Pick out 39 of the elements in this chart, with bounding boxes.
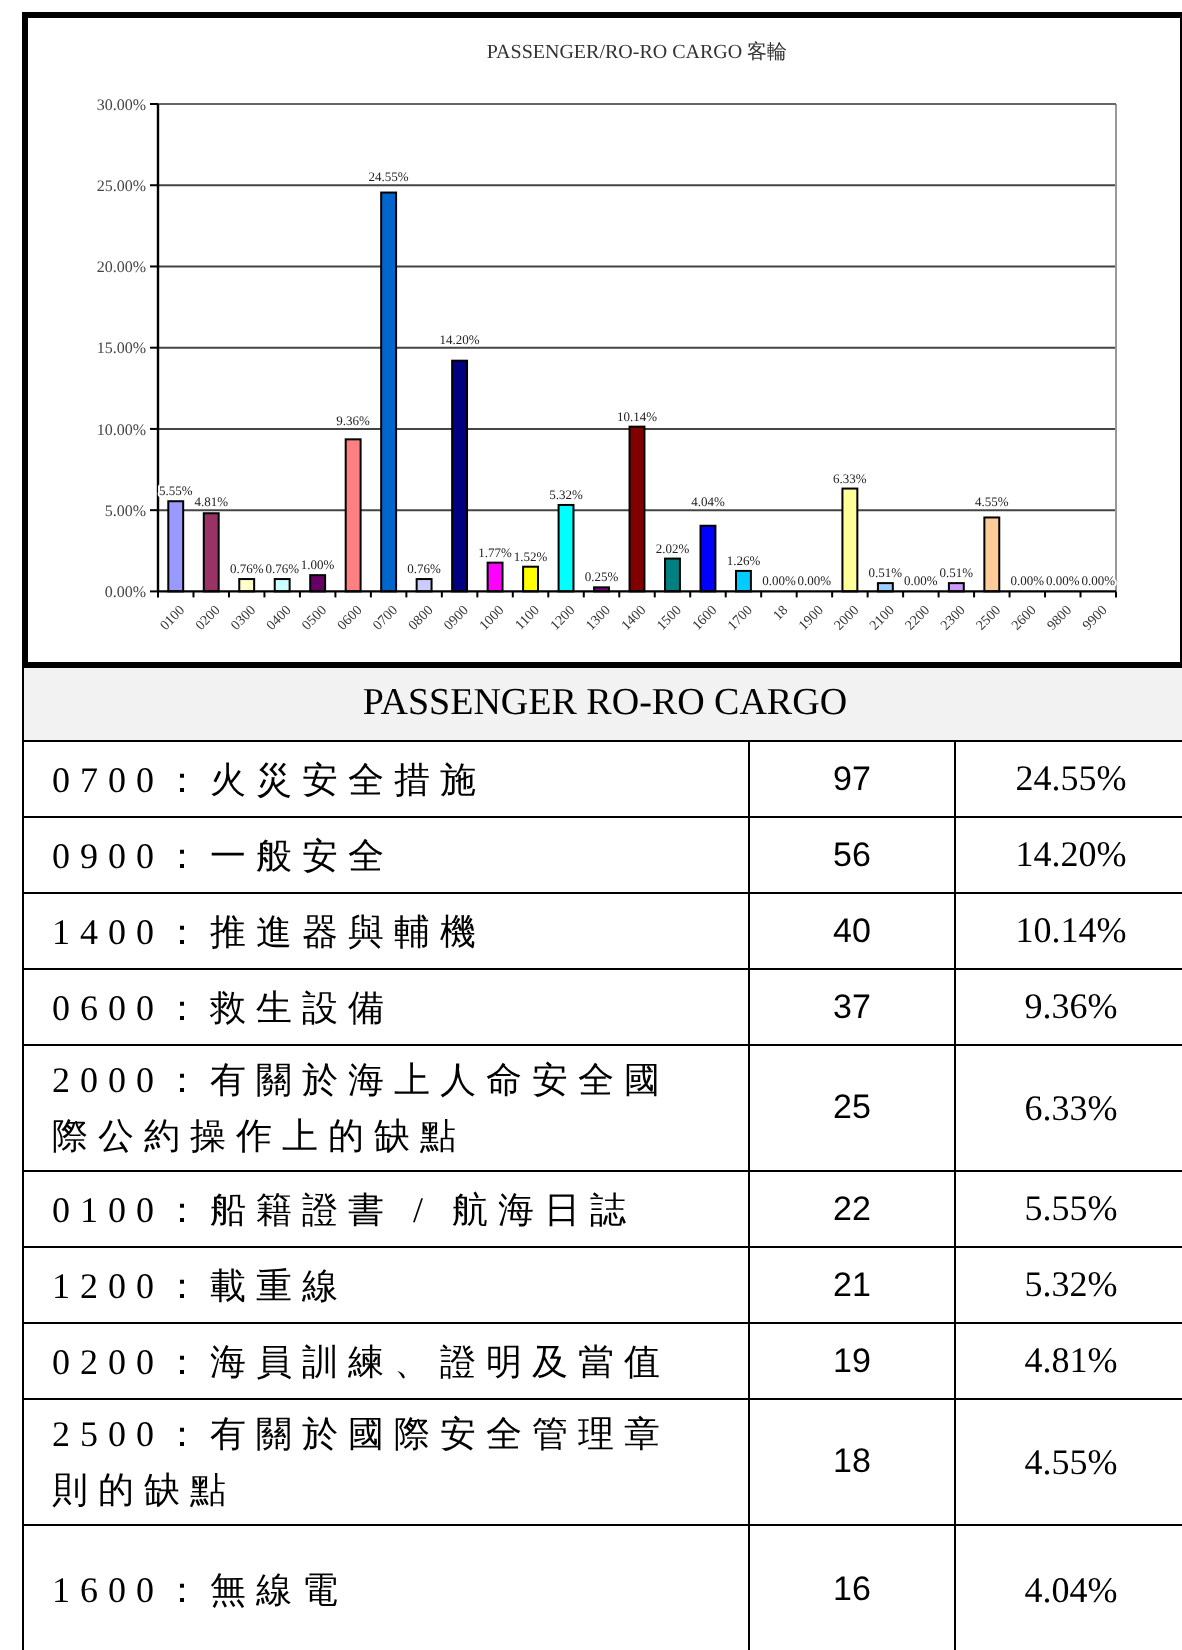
data-label: 16: [749, 1525, 955, 1650]
data-label: 56: [749, 817, 955, 893]
y-tick-label: 20.00%: [96, 258, 147, 277]
category-label: 2000：有關於海上人命安全國際公約操作上的缺點: [23, 1045, 749, 1171]
data-label: 18: [749, 1399, 955, 1525]
y-tick-label: 15.00%: [96, 339, 147, 358]
data-label: 22: [749, 1171, 955, 1247]
y-tick-label: 30.00%: [96, 95, 147, 114]
category-label: 0200：海員訓練、證明及當值: [23, 1323, 749, 1399]
chart-title: PASSENGER/RO-RO CARGO 客輪: [486, 40, 788, 64]
y-tick-label: 5.00%: [104, 501, 147, 520]
data-label: 37: [749, 969, 955, 1045]
text: 9.36%: [955, 969, 1182, 1045]
text: 4.81%: [955, 1323, 1182, 1399]
text: 4.55%: [955, 1399, 1182, 1525]
text: 24.55%: [955, 741, 1182, 817]
data-label: 19: [749, 1323, 955, 1399]
text: 14.20%: [955, 817, 1182, 893]
text: 5.55%: [955, 1171, 1182, 1247]
category-label: 0600：救生設備: [23, 969, 749, 1045]
category-label: 0900：一般安全: [23, 817, 749, 893]
y-tick-label: 0.00%: [104, 583, 147, 601]
text: 10.14%: [955, 893, 1182, 969]
category-label: 2500：有關於國際安全管理章則的缺點: [23, 1399, 749, 1525]
category-label: 1200：載重線: [23, 1247, 749, 1323]
text: 4.04%: [955, 1525, 1182, 1650]
text: 6.33%: [955, 1045, 1182, 1171]
data-label: 40: [749, 893, 955, 969]
data-label: 25: [749, 1045, 955, 1171]
category-label: 0700：火災安全措施: [23, 741, 749, 817]
data-label: 97: [749, 741, 955, 817]
data-label: 21: [749, 1247, 955, 1323]
text: PASSENGER RO-RO CARGO: [23, 668, 1182, 741]
y-tick-label: 25.00%: [96, 176, 147, 195]
category-label: 1400：推進器與輔機: [23, 893, 749, 969]
y-tick-label: 10.00%: [96, 420, 147, 439]
category-label: 1600：無線電: [23, 1525, 749, 1650]
category-label: 0100：船籍證書 / 航海日誌: [23, 1171, 749, 1247]
text: 5.32%: [955, 1247, 1182, 1323]
